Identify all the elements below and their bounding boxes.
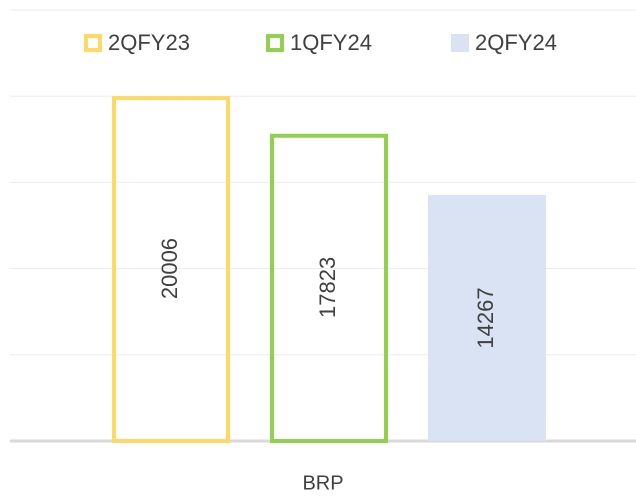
x-tick-label: BRP — [302, 472, 343, 494]
legend-label: 1QFY24 — [290, 30, 372, 55]
bar — [112, 96, 230, 443]
value-label: 17823 — [315, 257, 340, 318]
bar — [270, 133, 388, 443]
bar — [428, 195, 546, 441]
legend-swatch — [266, 34, 284, 52]
value-label: 14267 — [473, 287, 498, 348]
legend-label: 2QFY23 — [108, 30, 190, 55]
legend-swatch — [84, 34, 102, 52]
legend-label: 2QFY24 — [475, 30, 557, 55]
value-label: 20006 — [157, 238, 182, 299]
legend-swatch — [451, 34, 469, 52]
